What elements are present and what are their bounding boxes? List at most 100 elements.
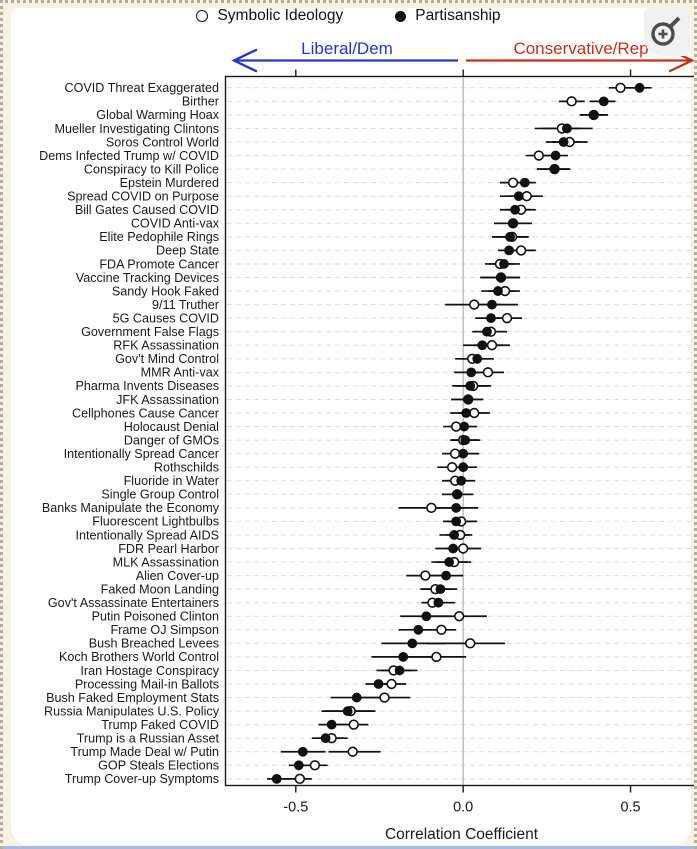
marker-partisanship xyxy=(413,624,424,635)
row-label: Rothschilds xyxy=(154,461,219,475)
legend-label-symbolic: Symbolic Ideology xyxy=(217,7,344,24)
marker-partisanship xyxy=(465,381,476,391)
row-label: Trump Faked COVID xyxy=(101,718,219,732)
open-circle-marker-icon xyxy=(196,10,209,22)
marker-partisanship xyxy=(463,394,474,405)
marker-partisanship xyxy=(461,408,472,418)
marker-symbolic xyxy=(294,773,306,785)
row-label: FDA Promote Cancer xyxy=(99,257,219,271)
row-label: Putin Poisoned Clinton xyxy=(92,610,219,624)
row-label: Koch Brothers World Control xyxy=(59,650,219,664)
marker-symbolic xyxy=(566,96,577,107)
row-label: Bush Faked Employment Stats xyxy=(46,691,219,705)
row-label: Soros Control World xyxy=(106,135,219,149)
marker-partisanship xyxy=(588,110,599,120)
marker-partisanship xyxy=(458,448,469,459)
marker-symbolic xyxy=(507,177,519,188)
marker-symbolic xyxy=(449,448,461,459)
chart-card xyxy=(11,8,691,845)
marker-symbolic xyxy=(426,502,437,514)
row-label: Alien Cover-up xyxy=(136,569,219,583)
marker-partisanship xyxy=(519,177,530,188)
marker-symbolic xyxy=(521,191,532,202)
marker-partisanship xyxy=(351,692,362,703)
row-label: Frame OJ Simpson xyxy=(111,623,219,637)
zoom-button[interactable] xyxy=(644,8,690,56)
row-label: Global Warming Hoax xyxy=(96,108,219,122)
marker-partisanship xyxy=(297,746,308,757)
row-label: Pharma Invents Diseases xyxy=(76,379,220,393)
marker-symbolic xyxy=(515,245,527,256)
row-label: Fluorescent Lightbulbs xyxy=(92,515,219,529)
marker-partisanship xyxy=(460,435,471,446)
row-label: GOP Steals Elections xyxy=(98,759,219,773)
liberal-arrow-label: Liberal/Dem xyxy=(301,39,393,58)
marker-partisanship xyxy=(444,557,455,567)
marker-partisanship xyxy=(558,137,569,147)
marker-partisanship xyxy=(342,706,353,716)
marker-symbolic xyxy=(615,82,626,94)
x-tick-label: -0.5 xyxy=(283,800,308,816)
row-label: Fluoride in Water xyxy=(124,474,219,488)
marker-partisanship xyxy=(459,421,470,432)
marker-partisanship xyxy=(451,502,462,513)
row-label: Processing Mail-in Ballots xyxy=(75,677,219,691)
plot-frame xyxy=(224,75,694,787)
marker-symbolic xyxy=(450,421,462,432)
row-label: Gov't Assassinate Entertainers xyxy=(48,596,219,610)
marker-symbolic xyxy=(469,299,480,310)
row-label: MLK Assassination xyxy=(113,555,219,569)
x-tick-label: 0.5 xyxy=(620,800,640,816)
marker-symbolic xyxy=(431,651,442,663)
marker-partisanship xyxy=(508,218,518,229)
row-label: COVID Anti-vax xyxy=(131,217,220,231)
row-label: Government False Flags xyxy=(81,325,219,339)
marker-partisanship xyxy=(486,313,496,324)
marker-partisanship xyxy=(513,191,524,202)
row-label: Danger of GMOs xyxy=(124,433,219,447)
row-label: MMR Anti-vax xyxy=(141,366,220,380)
row-label: Elite Pedophile Rings xyxy=(99,230,219,244)
marker-symbolic xyxy=(453,611,465,622)
marker-partisanship xyxy=(441,570,452,581)
marker-partisanship xyxy=(504,245,514,256)
marker-partisanship xyxy=(482,326,492,337)
row-label: Gov't Mind Control xyxy=(115,352,219,366)
marker-partisanship xyxy=(598,96,609,107)
legend-label-partisanship: Partisanship xyxy=(415,7,501,24)
marker-partisanship xyxy=(499,259,509,269)
correlation-chart: Liberal/Dem Conservative/Rep COVID Threat … xyxy=(39,39,694,843)
marker-partisanship xyxy=(549,164,560,175)
marker-symbolic xyxy=(482,367,494,378)
marker-partisanship xyxy=(487,299,497,310)
marker-partisanship xyxy=(550,150,561,161)
marker-partisanship xyxy=(271,773,282,784)
row-label: Intentionally Spread AIDS xyxy=(75,528,219,542)
marker-partisanship xyxy=(320,733,331,744)
row-label: Banks Manipulate the Economy xyxy=(42,501,220,515)
marker-partisanship xyxy=(421,611,432,622)
marker-partisanship xyxy=(293,760,304,771)
marker-partisanship xyxy=(562,123,572,134)
marker-partisanship xyxy=(510,204,520,215)
marker-partisanship xyxy=(394,665,405,676)
marker-partisanship xyxy=(466,367,477,378)
row-label: Faked Moon Landing xyxy=(101,582,219,596)
marker-symbolic xyxy=(309,760,321,771)
marker-partisanship xyxy=(407,638,418,649)
row-label: Deep State xyxy=(156,244,219,258)
row-label: Mueller Investigating Clintons xyxy=(55,122,220,136)
marker-symbolic xyxy=(486,340,498,351)
marker-partisanship xyxy=(472,353,483,364)
marker-partisanship xyxy=(456,475,467,486)
magnifier-plus-icon xyxy=(651,16,681,46)
marker-partisanship xyxy=(493,286,503,296)
x-tick-label: 0.0 xyxy=(453,800,473,816)
marker-partisanship xyxy=(449,530,460,540)
marker-partisanship xyxy=(433,597,444,608)
row-label: JFK Assassination xyxy=(116,393,219,407)
row-label: Epstein Murdered xyxy=(120,176,219,190)
row-label: Dems Infected Trump w/ COVID xyxy=(39,149,219,163)
row-label: Trump is a Russian Asset xyxy=(77,732,220,746)
